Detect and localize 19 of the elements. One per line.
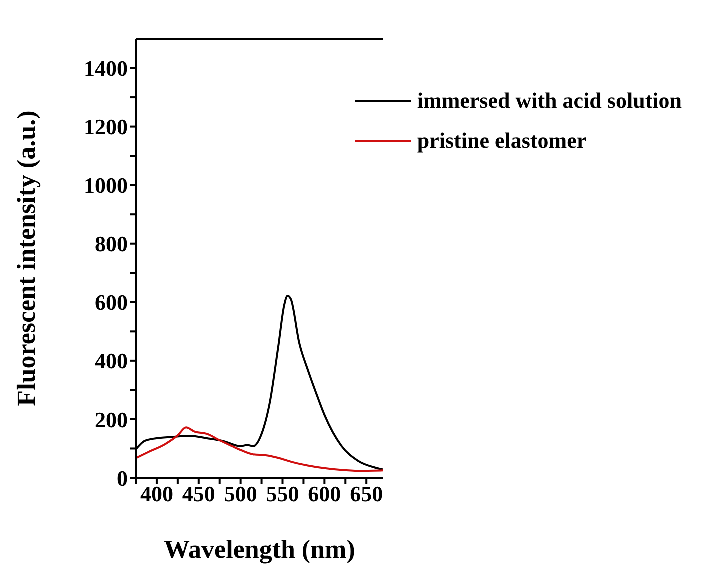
y-tick-label: 400 (95, 348, 128, 374)
x-tick-label: 450 (182, 482, 216, 507)
y-tick-label: 800 (95, 232, 128, 257)
x-tick-label: 550 (266, 482, 300, 507)
line-series (136, 426, 384, 472)
x-axis-title: Wavelength (nm) (164, 535, 356, 564)
x-tick-label: 500 (224, 482, 258, 507)
y-tick-label: 1200 (84, 114, 128, 140)
legend-label: immersed with acid solution (417, 88, 682, 114)
y-tick-label: 1400 (84, 56, 128, 82)
y-tick-label: 0 (117, 466, 128, 491)
x-tick-label: 600 (308, 482, 342, 507)
y-axis-title: Fluorescent intensity (a.u.) (12, 110, 42, 406)
y-tick-label: 600 (95, 290, 128, 316)
y-tick-label: 200 (95, 407, 128, 432)
x-tick-label: 400 (140, 482, 174, 507)
x-tick-label: 650 (350, 482, 384, 507)
y-tick-label: 1000 (84, 173, 128, 198)
legend-label: pristine elastomer (417, 128, 587, 154)
